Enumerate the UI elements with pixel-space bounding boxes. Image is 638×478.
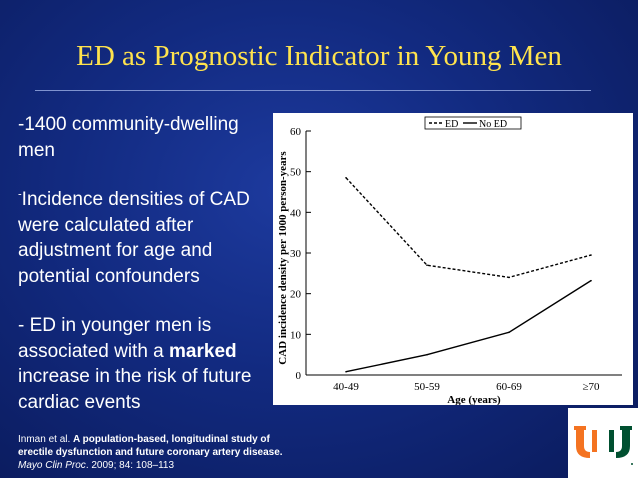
legend-label: No ED: [479, 119, 507, 130]
line-chart: 0 10 20 30 40 50 60 40-49 50-59 60-69 ≥70 Age (year…: [277, 116, 622, 405]
bullet-2-marker: -: [18, 188, 22, 201]
x-tick-label: ≥70: [582, 381, 600, 393]
y-axis-label: CAD incidence density per 1000 person-ye…: [277, 151, 289, 365]
series-line-no-ed: [345, 280, 592, 373]
bullet-2: -Incidence densities of CAD were calcula…: [18, 187, 280, 289]
data-point: [508, 276, 510, 279]
bullet-1: -1400 community-dwelling men: [18, 114, 239, 161]
title-divider: [35, 90, 591, 91]
data-point: [426, 353, 428, 356]
legend-label: ED: [445, 119, 458, 130]
x-tick-label: 40-49: [333, 381, 359, 393]
bullet-3-pre: - ED in younger men is associated with a: [18, 315, 212, 362]
y-tick-label: 30: [290, 248, 302, 260]
bullet-3: - ED in younger men is associated with a…: [18, 313, 280, 415]
data-point: [426, 264, 428, 266]
data-point: [508, 331, 510, 334]
university-of-miami-u-logo: [574, 426, 633, 465]
citation-title: A population-based, longitudinal study o…: [18, 434, 283, 458]
y-tick-label: 60: [290, 126, 302, 138]
citation: Inman et al. A population-based, longitu…: [18, 433, 288, 472]
bullet-list: -1400 community-dwelling men -Incidence …: [18, 112, 280, 439]
logo-panel: [568, 408, 638, 478]
data-point: [590, 254, 592, 256]
bullet-3-post: increase in the risk of future cardiac e…: [18, 366, 252, 413]
x-tick-label: 60-69: [496, 381, 522, 393]
x-tick-label: 50-59: [414, 381, 440, 393]
y-tick-label: 20: [290, 289, 302, 301]
citation-journal: Mayo Clin Proc: [18, 460, 86, 471]
x-axis-label: Age (years): [447, 394, 501, 405]
citation-details: . 2009; 84: 108–113: [85, 460, 175, 471]
y-tick-label: 0: [296, 370, 302, 382]
bullet-3-bold: marked: [169, 340, 237, 362]
data-point: [345, 176, 347, 179]
citation-authors: Inman et al.: [18, 434, 74, 445]
y-tick-label: 50: [290, 167, 302, 179]
y-tick-label: 40: [290, 207, 302, 219]
slide-title: ED as Prognostic Indicator in Young Men: [76, 40, 562, 72]
y-tick-label: 10: [290, 329, 302, 341]
chart-panel: 0 10 20 30 40 50 60 40-49 50-59 60-69 ≥70 Age (year…: [273, 113, 633, 405]
data-point: [345, 370, 347, 373]
data-point: [590, 279, 592, 282]
series-line-ed: [345, 177, 592, 279]
bullet-2-text: Incidence densities of CAD were calculat…: [18, 189, 250, 287]
